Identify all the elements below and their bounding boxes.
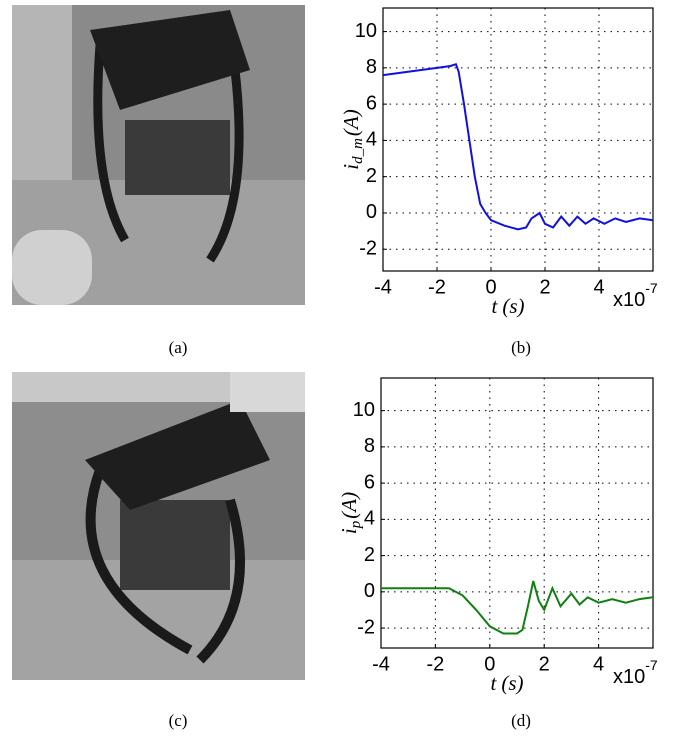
x-tick-label: -2 <box>427 653 445 675</box>
data-line <box>382 62 654 231</box>
y-tick-label: 8 <box>366 56 377 78</box>
chart: -2 0 2 4 6 8 10 -4 -2 0 2 4 t (s) x10-7 id_m (A) <box>339 7 658 318</box>
y-tick-label: -2 <box>359 238 377 260</box>
x-tick-label: 2 <box>539 653 550 675</box>
x-tick-label: 0 <box>485 276 496 298</box>
caption: (c) <box>169 711 188 730</box>
y-tick-label: 6 <box>366 92 377 114</box>
x-multiplier: x10-7 <box>613 280 658 312</box>
x-label-unit: (s) <box>501 671 523 695</box>
x-axis-label: t (s) <box>490 671 523 695</box>
y-tick-label: 2 <box>366 165 377 187</box>
x-tick-label: -2 <box>428 276 446 298</box>
caption: (d) <box>511 711 531 730</box>
y-label-var: i <box>337 528 361 534</box>
y-axis-label: id_m (A) <box>339 109 367 170</box>
x-label-var: t <box>490 671 497 695</box>
x-tick-label: -4 <box>372 653 390 675</box>
chart: -2 0 2 4 6 8 10 -4 -2 0 2 4 t (s) x10-7 ip(A) <box>337 377 658 695</box>
x-tick-label: 2 <box>539 276 550 298</box>
y-tick-label: -2 <box>357 616 375 638</box>
y-label-unit: (A) <box>339 109 363 136</box>
y-tick-label: 10 <box>353 399 375 421</box>
y-tick-label: 10 <box>355 20 377 42</box>
multiplier-base: x10 <box>613 289 645 311</box>
x-tick-label: 4 <box>593 653 604 675</box>
multiplier-exponent: -7 <box>645 657 658 673</box>
caption: (b) <box>511 338 531 357</box>
photo-c <box>12 372 305 680</box>
x-axis-label: t (s) <box>491 294 524 318</box>
x-tick-label: 4 <box>593 276 604 298</box>
x-multiplier: x10-7 <box>613 657 658 689</box>
multiplier-base: x10 <box>613 666 645 688</box>
y-tick-label: 8 <box>364 435 375 457</box>
x-label-var: t <box>491 294 498 318</box>
caption: (a) <box>169 338 188 357</box>
y-tick-label: 6 <box>364 471 375 493</box>
y-tick-label: 0 <box>364 580 375 602</box>
y-label-unit: (A) <box>337 492 361 519</box>
x-label-unit: (s) <box>502 294 524 318</box>
photo-a <box>12 5 305 305</box>
x-tick-label: 0 <box>484 653 495 675</box>
y-label-sub: d_m <box>350 138 366 164</box>
plot-frame <box>380 377 654 649</box>
y-label-sub: p <box>348 520 364 529</box>
multiplier-exponent: -7 <box>645 280 658 296</box>
y-tick-label: 2 <box>364 544 375 566</box>
y-tick-label: 4 <box>364 508 375 530</box>
plot-frame <box>382 7 654 272</box>
y-axis-label: ip(A) <box>337 492 365 534</box>
y-label-var: i <box>339 164 363 170</box>
y-tick-label: 4 <box>366 129 377 151</box>
y-tick-label: 0 <box>366 201 377 223</box>
data-line <box>381 580 654 635</box>
x-tick-label: -4 <box>374 276 392 298</box>
